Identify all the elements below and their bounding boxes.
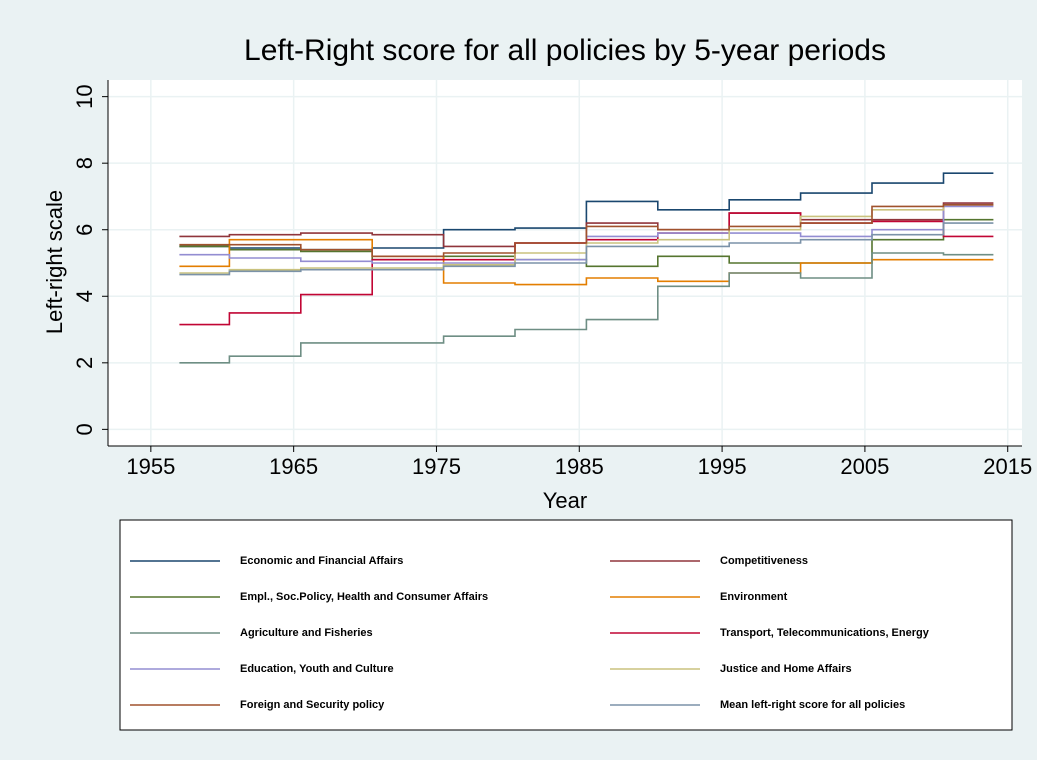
y-tick-label: 4	[72, 290, 97, 302]
x-axis-label: Year	[543, 488, 587, 513]
x-tick-label: 1985	[555, 454, 604, 479]
x-tick-label: 1975	[412, 454, 461, 479]
legend-label: Competitiveness	[720, 555, 808, 567]
x-tick-label: 2005	[840, 454, 889, 479]
series-line	[179, 222, 994, 276]
legend-label: Transport, Telecommunications, Energy	[720, 627, 930, 639]
legend-label: Education, Youth and Culture	[240, 663, 394, 675]
x-tick-label: 1965	[269, 454, 318, 479]
y-axis-label: Left-right scale	[42, 190, 67, 334]
y-tick-label: 2	[72, 357, 97, 369]
legend-label: Foreign and Security policy	[240, 699, 385, 711]
series-line	[179, 204, 994, 258]
series-line	[179, 252, 994, 364]
chart-title: Left-Right score for all policies by 5-y…	[244, 34, 886, 67]
legend-label: Justice and Home Affairs	[720, 663, 852, 675]
legend-label: Economic and Financial Affairs	[240, 555, 403, 567]
legend-label: Environment	[720, 591, 788, 603]
y-tick-label: 10	[72, 84, 97, 108]
y-tick-label: 0	[72, 423, 97, 435]
x-tick-label: 2015	[983, 454, 1032, 479]
legend	[119, 519, 1013, 731]
legend-label: Agriculture and Fisheries	[240, 627, 373, 639]
y-tick-label: 6	[72, 224, 97, 236]
x-tick-label: 1995	[698, 454, 747, 479]
legend-label: Empl., Soc.Policy, Health and Consumer A…	[240, 591, 488, 603]
legend-label: Mean left-right score for all policies	[720, 699, 905, 711]
series-line	[179, 238, 994, 286]
x-tick-label: 1955	[126, 454, 175, 479]
y-tick-label: 8	[72, 157, 97, 169]
